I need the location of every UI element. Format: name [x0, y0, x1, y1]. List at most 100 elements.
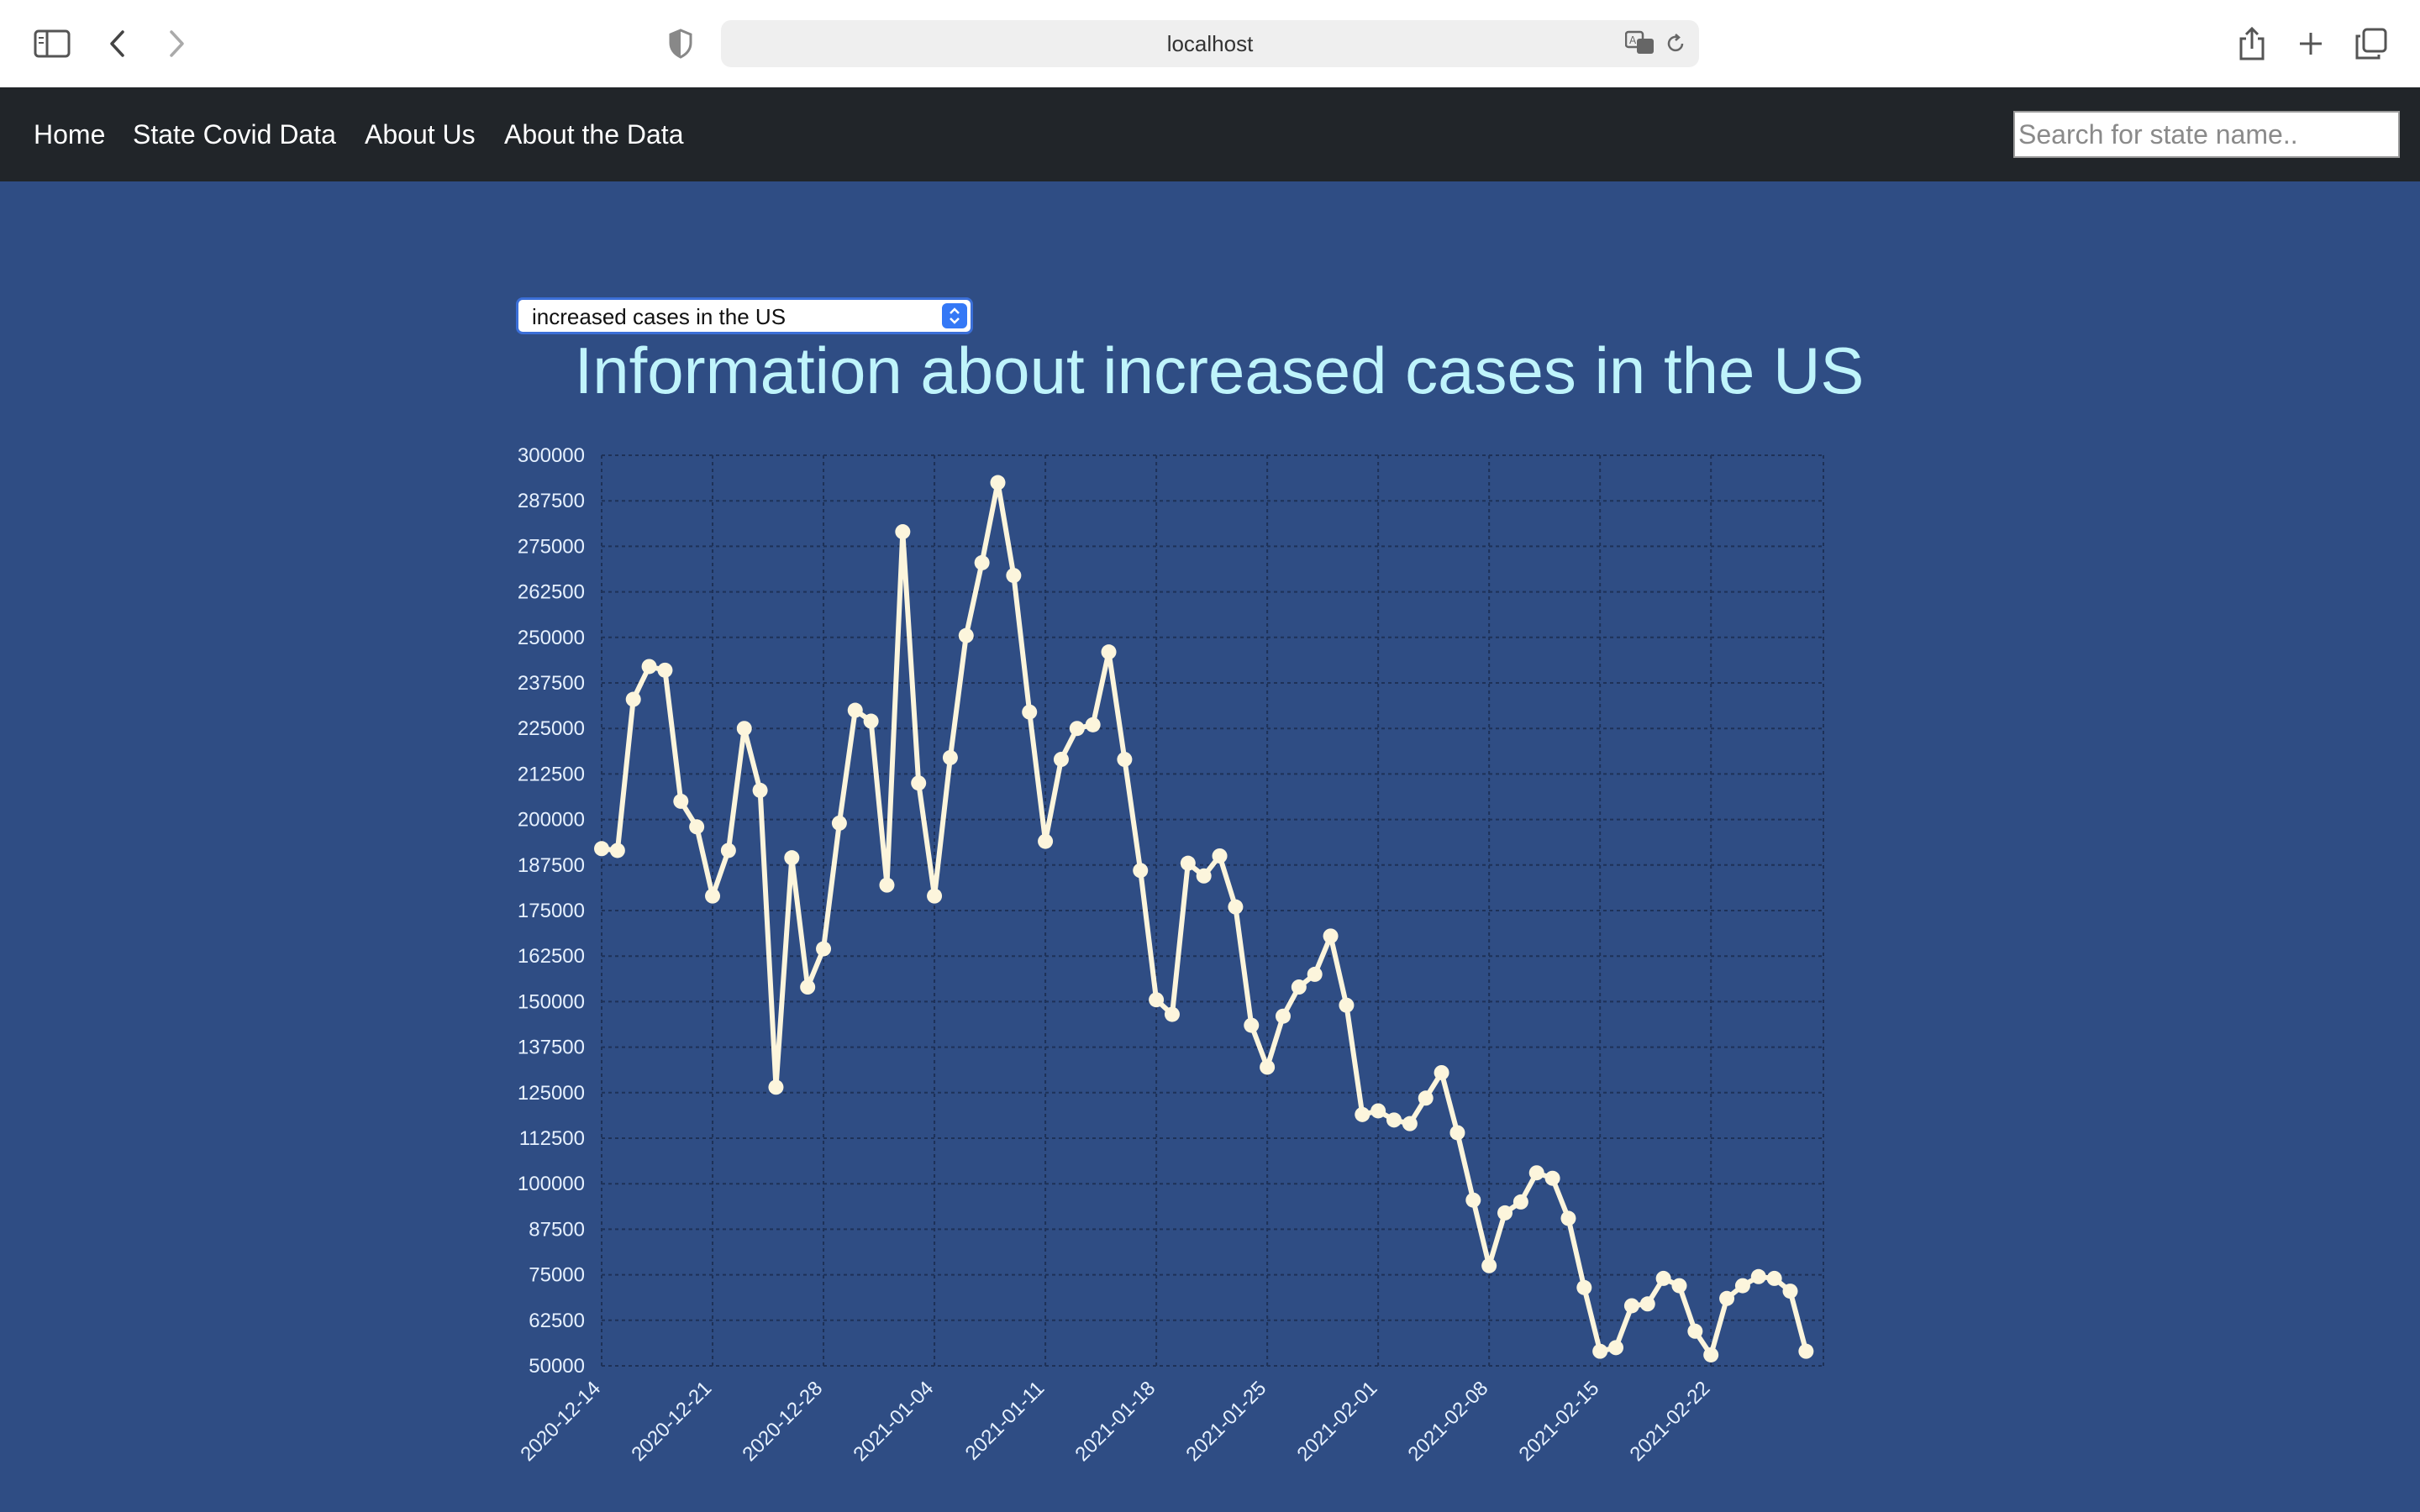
- data-point: [895, 524, 911, 540]
- x-tick-label: 2021-01-11: [961, 1377, 1050, 1465]
- y-tick-label: 50000: [529, 1355, 585, 1378]
- data-point: [625, 691, 641, 707]
- data-point: [1196, 868, 1212, 884]
- data-point: [609, 843, 625, 858]
- y-tick-label: 175000: [518, 900, 585, 922]
- data-point: [1117, 752, 1133, 768]
- data-point: [1782, 1284, 1798, 1299]
- y-tick-label: 300000: [518, 444, 585, 467]
- x-tick-label: 2020-12-21: [627, 1377, 716, 1466]
- data-point: [1370, 1103, 1386, 1119]
- data-point: [768, 1079, 784, 1095]
- y-tick-label: 100000: [518, 1173, 585, 1195]
- data-point: [1101, 644, 1117, 660]
- data-point: [641, 659, 657, 675]
- data-point: [1434, 1064, 1449, 1080]
- data-point: [1244, 1017, 1260, 1033]
- dataset-select-value: increased cases in the US: [532, 304, 786, 329]
- data-point: [1164, 1006, 1180, 1022]
- data-point: [784, 850, 800, 866]
- data-point: [1402, 1116, 1418, 1131]
- address-bar[interactable]: localhost A: [721, 20, 1699, 67]
- data-point: [1671, 1278, 1687, 1294]
- data-point: [831, 815, 847, 831]
- x-tick-label: 2020-12-14: [516, 1377, 605, 1466]
- data-point: [1212, 848, 1228, 864]
- data-point: [1149, 992, 1165, 1008]
- x-tick-label: 2021-02-01: [1292, 1377, 1381, 1466]
- new-tab-icon[interactable]: [2291, 24, 2331, 64]
- data-point: [1418, 1090, 1434, 1106]
- data-point: [879, 877, 895, 893]
- x-tick-label: 2020-12-28: [738, 1377, 827, 1466]
- y-tick-label: 262500: [518, 581, 585, 604]
- data-point: [594, 841, 609, 857]
- y-tick-label: 187500: [518, 854, 585, 877]
- data-point: [958, 627, 974, 643]
- y-tick-label: 150000: [518, 990, 585, 1013]
- data-point: [1766, 1270, 1782, 1286]
- x-tick-label: 2021-01-25: [1181, 1377, 1270, 1466]
- data-point: [1386, 1112, 1402, 1128]
- data-point: [1703, 1347, 1719, 1362]
- data-point: [1623, 1298, 1639, 1314]
- nav-link-home[interactable]: Home: [34, 119, 106, 150]
- data-point: [1339, 997, 1355, 1013]
- browser-toolbar: localhost A: [0, 0, 2420, 88]
- dataset-select[interactable]: increased cases in the US: [516, 297, 973, 334]
- data-point: [1481, 1257, 1497, 1273]
- forward-arrow-icon[interactable]: [156, 24, 197, 64]
- data-point: [1798, 1343, 1814, 1359]
- x-tick-label: 2021-01-04: [849, 1377, 938, 1466]
- data-point: [1576, 1279, 1592, 1295]
- data-point: [1512, 1194, 1528, 1210]
- tab-overview-icon[interactable]: [2351, 24, 2391, 64]
- data-point: [1528, 1165, 1544, 1181]
- data-point: [863, 713, 879, 729]
- y-tick-label: 287500: [518, 490, 585, 512]
- data-point: [1323, 928, 1339, 944]
- nav-link-about-the-data[interactable]: About the Data: [504, 119, 684, 150]
- data-point: [1465, 1192, 1481, 1208]
- privacy-shield-icon[interactable]: [660, 24, 701, 64]
- x-tick-label: 2021-02-22: [1626, 1377, 1715, 1466]
- data-point: [1133, 863, 1149, 879]
- nav-link-about-us[interactable]: About Us: [365, 119, 476, 150]
- back-arrow-icon[interactable]: [97, 24, 138, 64]
- data-point: [1639, 1296, 1655, 1312]
- data-point: [1655, 1270, 1671, 1286]
- sidebar-toggle-icon[interactable]: [32, 24, 72, 64]
- data-point: [1544, 1170, 1560, 1186]
- data-point: [1560, 1210, 1576, 1226]
- y-tick-label: 250000: [518, 627, 585, 649]
- y-tick-label: 87500: [529, 1218, 585, 1241]
- share-icon[interactable]: [2232, 24, 2272, 64]
- data-point: [1053, 752, 1069, 768]
- translate-icon[interactable]: A: [1624, 30, 1655, 57]
- data-point: [1750, 1268, 1766, 1284]
- data-point: [1719, 1290, 1735, 1306]
- reload-icon[interactable]: [1664, 32, 1687, 55]
- x-tick-label: 2021-01-18: [1071, 1377, 1160, 1466]
- data-point: [1687, 1323, 1703, 1339]
- data-point: [1608, 1340, 1624, 1356]
- svg-text:A: A: [1629, 34, 1637, 46]
- url-text: localhost: [1166, 31, 1254, 56]
- y-tick-label: 237500: [518, 672, 585, 695]
- state-search-input[interactable]: [2013, 111, 2400, 158]
- nav-link-state-covid-data[interactable]: State Covid Data: [133, 119, 336, 150]
- data-point: [1355, 1106, 1370, 1122]
- chevron-updown-icon: [942, 303, 967, 328]
- data-point: [1180, 855, 1196, 871]
- data-point: [1291, 979, 1307, 995]
- y-tick-label: 112500: [519, 1127, 585, 1150]
- data-point: [1006, 568, 1022, 584]
- data-point: [736, 721, 752, 737]
- y-tick-label: 275000: [518, 535, 585, 558]
- page-title: Information about increased cases in the…: [574, 333, 1865, 407]
- y-tick-label: 75000: [529, 1264, 585, 1287]
- x-tick-label: 2021-02-15: [1515, 1377, 1604, 1466]
- y-tick-label: 137500: [518, 1037, 585, 1059]
- y-tick-label: 162500: [518, 945, 585, 968]
- y-tick-label: 212500: [518, 763, 585, 785]
